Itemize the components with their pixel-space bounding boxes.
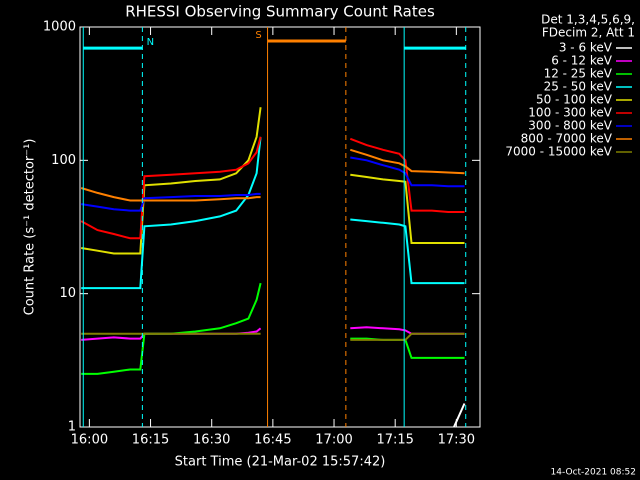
series-line [80, 148, 465, 202]
series-line [81, 107, 465, 255]
series-line [81, 332, 465, 341]
series-line [81, 136, 465, 290]
y-tick-label: 1000 [43, 20, 76, 35]
series-line [81, 282, 465, 375]
legend-label: 12 - 25 keV [544, 67, 613, 81]
x-axis-label: Start Time (21-Mar-02 15:57:42) [175, 455, 386, 470]
plot-frame [79, 26, 481, 428]
legend-label: 100 - 300 keV [528, 106, 612, 120]
x-tick-label: 16:00 [71, 433, 108, 448]
x-tick-label: 16:15 [132, 433, 169, 448]
footer: 14-Oct-2021 08:52 [551, 468, 636, 478]
series-line [81, 156, 465, 212]
legend-label: 6 - 12 keV [551, 54, 613, 68]
legend-label: 800 - 7000 keV [521, 132, 613, 146]
legend-label: 25 - 50 keV [544, 80, 613, 94]
interval-label: S [255, 30, 261, 41]
legend-label: 50 - 100 keV [536, 93, 613, 107]
x-tick-label: 17:15 [376, 433, 413, 448]
legend-label: 3 - 6 keV [559, 41, 613, 55]
y-tick-label: 10 [59, 286, 76, 301]
x-tick-label: 17:30 [438, 433, 475, 448]
chart-title: RHESSI Observing Summary Count Rates [125, 3, 435, 21]
plot-area [80, 107, 466, 427]
y-axis-label: Count Rate (s⁻¹ detector⁻¹) [23, 139, 38, 316]
y-tick-label: 1 [68, 420, 76, 435]
interval-label: N [147, 37, 154, 48]
legend-label: 7000 - 15000 keV [505, 145, 612, 159]
x-tick-label: 16:45 [254, 433, 291, 448]
x-tick-label: 16:30 [193, 433, 230, 448]
series-line [80, 136, 465, 240]
legend-header: Det 1,3,4,5,6,9, [541, 13, 635, 27]
legend-header: FDecim 2, Att 1 [542, 26, 635, 40]
y-tick-label: 100 [51, 153, 76, 168]
legend-label: 300 - 800 keV [528, 119, 612, 133]
x-tick-label: 17:00 [315, 433, 352, 448]
